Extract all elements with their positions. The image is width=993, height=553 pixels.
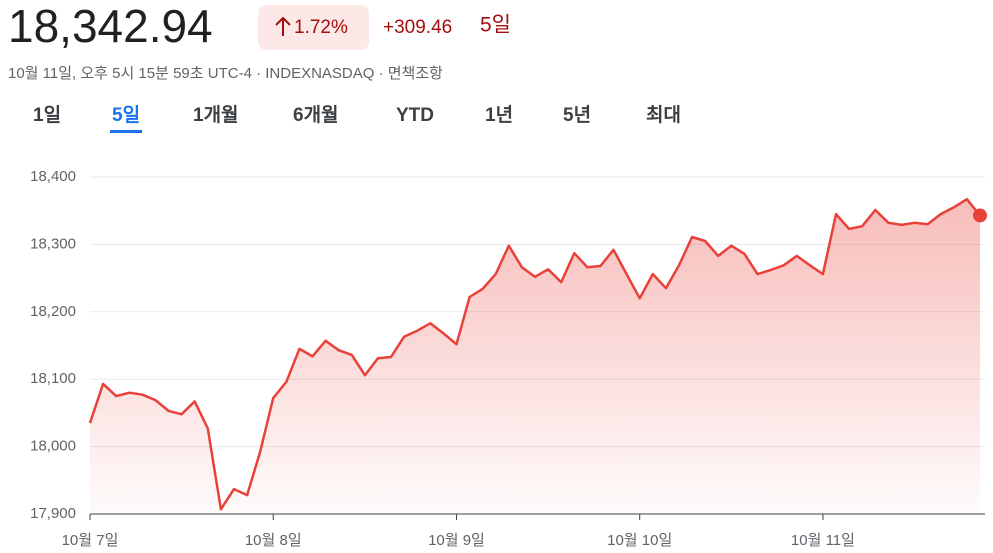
x-tick-label: 10월 9일 [428, 532, 485, 549]
tab[interactable]: 5일 [112, 104, 140, 126]
price: 18,342.94 [8, 0, 213, 52]
x-tick-label: 10월 8일 [245, 532, 302, 549]
tabs: 1일 5일 1개월 6개월 YTD 1년 5년 최대 [33, 104, 681, 133]
y-tick-label: 18,200 [30, 303, 76, 320]
area [90, 199, 980, 514]
x-tick-label: 10월 10일 [607, 532, 672, 549]
period: 5일 [480, 14, 511, 37]
tab[interactable]: 1개월 [193, 104, 239, 126]
change: +309.46 [383, 17, 452, 38]
line [88, 197, 981, 511]
x-tick-label: 10월 11일 [791, 532, 855, 549]
y-tick-label: 18,000 [30, 438, 76, 455]
y-tick-label: 18,100 [30, 370, 76, 387]
last-point [973, 208, 987, 223]
tab[interactable]: 6개월 [293, 104, 339, 126]
y-tick-label: 18,400 [30, 168, 76, 185]
x-tick-label: 10월 7일 [62, 532, 119, 549]
tab[interactable]: 1일 [33, 104, 61, 126]
tab[interactable]: 1년 [485, 104, 513, 126]
change-pct: 1.72% [294, 17, 348, 38]
tab[interactable]: YTD [396, 105, 434, 126]
change-badge [258, 5, 369, 50]
up-arrow [275, 16, 291, 36]
subtitle: 10월 11일, 오후 5시 15분 59초 UTC-4 · INDEXNASD… [8, 65, 443, 82]
plot: 17,900 18,000 18,100 18,200 18,300 18,400 10월 … [30, 168, 987, 549]
y-tick-label: 18,300 [30, 235, 76, 252]
tab[interactable]: 5년 [563, 104, 591, 126]
y-tick-label: 17,900 [30, 505, 76, 522]
active-tab-underline [110, 130, 143, 133]
tab[interactable]: 최대 [646, 104, 681, 126]
